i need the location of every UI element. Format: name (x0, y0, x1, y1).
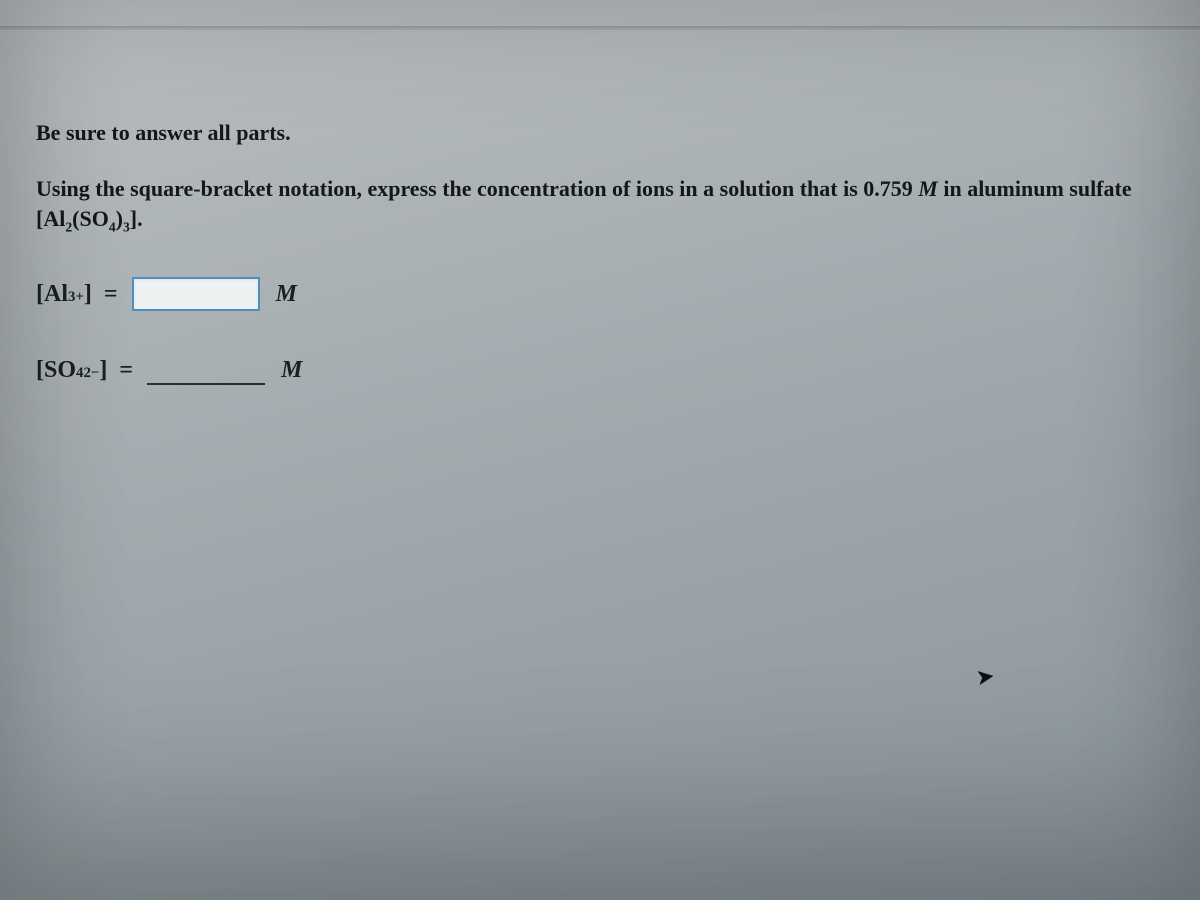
al-concentration-input[interactable] (132, 277, 260, 311)
top-divider (0, 26, 1200, 30)
answer-row-al: [Al3+] = M (36, 277, 1164, 311)
instruction-text: Be sure to answer all parts. (36, 120, 1164, 146)
answer-row-so4: [SO42−] = M (36, 355, 1164, 385)
so4-open: [SO (36, 357, 76, 384)
question-block: Be sure to answer all parts. Using the s… (36, 120, 1164, 429)
so4-close: ] (99, 357, 107, 384)
so4-species-label: [SO42−] (36, 357, 107, 384)
q-conc-value: 0.759 (863, 176, 913, 201)
al-close: ] (84, 281, 92, 308)
q-conc-unit: M (918, 176, 938, 201)
q-close: ) (116, 206, 123, 231)
q-sub2: 4 (109, 219, 116, 234)
q-end: ]. (130, 206, 143, 231)
al-open: [Al (36, 281, 68, 308)
al-species-label: [Al3+] (36, 281, 92, 308)
al-equals: = (104, 281, 118, 308)
so4-concentration-input[interactable] (147, 355, 265, 385)
q-sub3: 3 (123, 219, 130, 234)
question-text: Using the square-bracket notation, expre… (36, 174, 1156, 233)
q-lead: Using the square-bracket notation, expre… (36, 176, 863, 201)
al-unit: M (276, 281, 297, 308)
so4-unit: M (281, 357, 302, 384)
cursor-icon: ➤ (974, 663, 996, 691)
so4-equals: = (119, 357, 133, 384)
q-mid: (SO (72, 206, 109, 231)
